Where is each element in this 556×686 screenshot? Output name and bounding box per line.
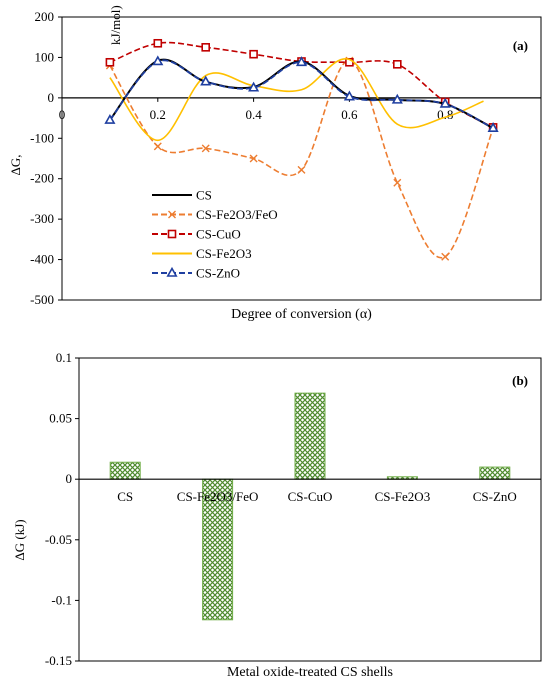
y-tick-label: -500 — [30, 292, 54, 307]
data-point — [487, 122, 499, 132]
legend-label: CS — [196, 188, 212, 203]
y-tick-label: 0 — [48, 90, 55, 105]
y-tick-label: -400 — [30, 252, 54, 267]
bar-cs — [109, 461, 141, 480]
category-label: CS-Fe2O3/FeO — [177, 489, 259, 504]
data-point — [201, 144, 210, 153]
panel-a-frame — [61, 16, 542, 301]
data-point — [441, 252, 450, 261]
x-axis-label: Degree of conversion (α) — [231, 307, 372, 322]
data-point-shape — [441, 252, 450, 261]
data-point-shape — [248, 81, 260, 92]
series-line-cs-fe2o3-feo — [109, 59, 494, 259]
data-point-shape — [201, 144, 210, 153]
y-axis-label: ΔG (kJ) — [12, 519, 27, 560]
data-point-shape — [439, 97, 451, 108]
series-line-cs-cuo — [109, 41, 494, 129]
series-line-cs-zno — [109, 59, 494, 129]
data-point-shape — [201, 43, 210, 52]
panel-a-label: (a) — [513, 38, 528, 53]
x-tick-label: 0.2 — [150, 107, 166, 122]
y-tick-label: -100 — [30, 130, 54, 145]
data-point-shape — [392, 60, 402, 69]
data-point — [105, 57, 115, 67]
category-label: CS — [117, 489, 133, 504]
y-tick-label: 200 — [35, 9, 55, 24]
legend-marker-shape — [166, 266, 178, 277]
x-tick-label: 0.6 — [341, 107, 358, 122]
legend-label: CS-Fe2O3/FeO — [196, 207, 278, 222]
legend-marker — [167, 229, 177, 239]
data-point-shape — [487, 122, 499, 132]
data-point — [439, 97, 451, 108]
legend-marker — [168, 210, 176, 219]
legend-label: CS-Fe2O3 — [196, 246, 252, 261]
data-point-shape — [249, 49, 258, 59]
data-point-shape — [391, 93, 403, 104]
legend-marker-shape — [167, 229, 177, 239]
bar-cs-fe2o3-feo — [202, 478, 234, 621]
y-tick-label: 0.05 — [49, 411, 72, 426]
data-point-shape — [393, 178, 402, 187]
data-point — [391, 93, 403, 104]
panel-b: 0.1 0.05 0 -0.05 -0.1 -0.15 CS CS-Fe2O3/FeO CS-C… — [12, 350, 542, 680]
data-point — [297, 165, 306, 174]
y-tick-label: -0.15 — [45, 653, 72, 668]
data-point — [248, 81, 260, 92]
data-point-shape — [153, 142, 162, 151]
y-tick-label: -200 — [30, 171, 54, 186]
y-tick-label: -300 — [30, 211, 54, 226]
series-line-cs — [109, 58, 494, 130]
data-point-shape — [249, 154, 258, 163]
legend: CS CS-Fe2O3/FeO CS-CuO CS-Fe2O3 CS-ZnO — [152, 188, 278, 281]
x-tick-label: 0 — [59, 107, 66, 122]
data-point — [343, 90, 355, 101]
x-tick-label: 0.4 — [245, 107, 262, 122]
y-tick-label: 100 — [35, 49, 55, 64]
y-tick-label: 0 — [66, 471, 73, 486]
data-point — [249, 154, 258, 163]
y-tick-label: -0.1 — [51, 592, 72, 607]
data-point — [392, 60, 402, 69]
data-point — [295, 56, 308, 67]
y-axis-unit-label: kJ/mol) — [108, 5, 123, 45]
data-point-shape — [152, 55, 164, 66]
data-point — [249, 49, 258, 59]
data-point — [153, 38, 163, 48]
category-label: CS-CuO — [288, 489, 333, 504]
legend-marker — [166, 266, 178, 277]
panel-b-frame — [78, 357, 542, 662]
series-line-cs-fe2o3 — [109, 58, 484, 142]
y-tick-label: 0.1 — [56, 350, 72, 365]
legend-label: CS-ZnO — [196, 266, 240, 281]
x-axis-label: Metal oxide-treated CS shells — [227, 665, 393, 680]
data-point-shape — [105, 57, 115, 67]
data-point — [104, 113, 116, 124]
data-point — [152, 55, 164, 66]
data-point-shape — [200, 75, 212, 86]
category-label: CS-Fe2O3 — [375, 489, 431, 504]
legend-marker-shape — [168, 210, 176, 219]
y-axis-label: ΔG, — [8, 155, 23, 176]
y-tick-label: -0.05 — [45, 532, 72, 547]
panel-b-label: (b) — [512, 373, 528, 388]
data-point-shape — [343, 90, 355, 101]
data-point — [200, 75, 212, 86]
data-point-shape — [153, 38, 163, 48]
category-label: CS-ZnO — [473, 489, 517, 504]
data-point — [393, 178, 402, 187]
data-point-shape — [295, 56, 308, 67]
bar-cs-cuo — [294, 392, 326, 480]
data-point — [201, 43, 210, 52]
bar-cs-zno — [479, 466, 511, 480]
data-point — [153, 142, 162, 151]
data-point-shape — [297, 165, 306, 174]
data-point-shape — [104, 113, 116, 124]
legend-label: CS-CuO — [196, 227, 241, 242]
